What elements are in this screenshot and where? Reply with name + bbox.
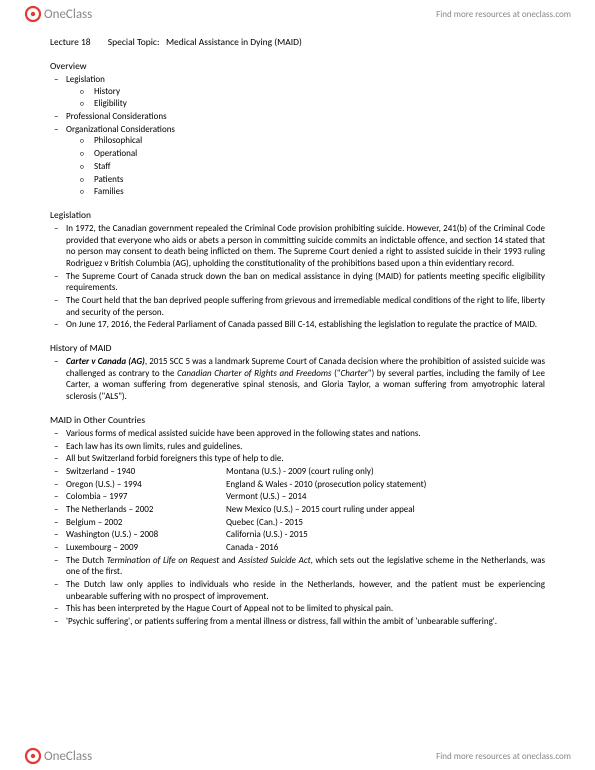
overview-item-label: Organizational Considerations — [66, 124, 175, 135]
footer-logo: OneClass — [24, 747, 92, 765]
logo: OneClass — [24, 5, 92, 23]
country-left: The Netherlands – 2002 — [66, 504, 226, 516]
overview-subitem: Staff — [66, 161, 545, 173]
overview-subitem: Patients — [66, 174, 545, 186]
legislation-para: The Court held that the ban deprived peo… — [50, 295, 545, 318]
country-row: The Netherlands – 2002New Mexico (U.S.) … — [50, 504, 545, 516]
overview-item: Organizational Considerations Philosophi… — [50, 124, 545, 198]
section-legislation: Legislation — [50, 209, 545, 221]
history-para: Carter v Canada (AG), 2015 SCC 5 was a l… — [50, 356, 545, 403]
charter-short: Charter — [341, 368, 368, 379]
country-left: Belgium – 2002 — [66, 517, 226, 529]
history-list: Carter v Canada (AG), 2015 SCC 5 was a l… — [50, 356, 545, 403]
country-row: Switzerland – 1940Montana (U.S.) - 2009 … — [50, 466, 545, 478]
country-right: Quebec (Can.) - 2015 — [226, 517, 545, 529]
overview-item: Professional Considerations — [50, 111, 545, 123]
document-content: Lecture 18 Special Topic: Medical Assist… — [0, 28, 595, 628]
dutch-para: 'Psychic suffering', or patients sufferi… — [50, 616, 545, 628]
country-left: Colombia – 1997 — [66, 491, 226, 503]
other-intro: Various forms of medical assisted suicid… — [50, 428, 545, 440]
country-row: Colombia – 1997Vermont (U.S.) – 2014 — [50, 491, 545, 503]
country-right: Canada - 2016 — [226, 542, 545, 554]
country-right: Vermont (U.S.) – 2014 — [226, 491, 545, 503]
legislation-para: On June 17, 2016, the Federal Parliament… — [50, 319, 545, 331]
country-left: Oregon (U.S.) – 1994 — [66, 479, 226, 491]
legislation-para: In 1972, the Canadian government repeale… — [50, 223, 545, 270]
overview-subitem: Operational — [66, 148, 545, 160]
country-row: Belgium – 2002Quebec (Can.) - 2015 — [50, 517, 545, 529]
country-row: Washington (U.S.) – 2008California (U.S.… — [50, 529, 545, 541]
overview-list: Legislation History Eligibility Professi… — [50, 74, 545, 198]
overview-subitem: History — [66, 86, 545, 98]
legislation-list: In 1972, the Canadian government repeale… — [50, 223, 545, 331]
dutch-act: Termination of Life on Request — [107, 555, 220, 566]
country-row: Luxembourg – 2009Canada - 2016 — [50, 542, 545, 554]
overview-subitem: Families — [66, 186, 545, 198]
logo-icon — [24, 5, 42, 23]
page-footer: OneClass Find more resources at oneclass… — [0, 742, 595, 770]
dutch-para: The Dutch law only applies to individual… — [50, 579, 545, 602]
country-left: Luxembourg – 2009 — [66, 542, 226, 554]
country-row: Oregon (U.S.) – 1994England & Wales - 20… — [50, 479, 545, 491]
dutch-text: The Dutch — [66, 555, 107, 566]
section-overview: Overview — [50, 60, 545, 72]
dutch-act: Assisted Suicide Act — [238, 555, 310, 566]
other-intro: All but Switzerland forbid foreigners th… — [50, 453, 545, 465]
overview-subitem: Eligibility — [66, 98, 545, 110]
logo-text: OneClass — [44, 7, 92, 22]
case-name: Carter v Canada (AG) — [66, 356, 145, 367]
country-left: Washington (U.S.) – 2008 — [66, 529, 226, 541]
other-countries-list: Various forms of medical assisted suicid… — [50, 428, 545, 628]
lecture-number: Lecture 18 — [50, 36, 91, 48]
page-header: OneClass Find more resources at oneclass… — [0, 0, 595, 28]
history-text: (" — [332, 368, 341, 379]
footer-tagline: Find more resources at oneclass.com — [436, 751, 571, 762]
legislation-para: The Supreme Court of Canada struck down … — [50, 271, 545, 294]
dutch-para: This has been interpreted by the Hague C… — [50, 603, 545, 615]
overview-subitem: Philosophical — [66, 135, 545, 147]
dutch-para: The Dutch Termination of Life on Request… — [50, 555, 545, 578]
lecture-title: Lecture 18 Special Topic: Medical Assist… — [50, 36, 545, 48]
dutch-text: and — [219, 555, 238, 566]
country-left: Switzerland – 1940 — [66, 466, 226, 478]
logo-icon — [24, 747, 42, 765]
overview-item-label: Legislation — [66, 74, 105, 85]
topic-label: Special Topic: — [108, 36, 160, 48]
country-right: New Mexico (U.S.) – 2015 court ruling un… — [226, 504, 545, 516]
charter-name: Canadian Charter of Rights and Freedoms — [177, 368, 331, 379]
header-tagline: Find more resources at oneclass.com — [436, 9, 571, 20]
other-intro: Each law has its own limits, rules and g… — [50, 441, 545, 453]
country-right: California (U.S.) - 2015 — [226, 529, 545, 541]
country-right: Montana (U.S.) - 2009 (court ruling only… — [226, 466, 545, 478]
country-right: England & Wales - 2010 (prosecution poli… — [226, 479, 545, 491]
section-maid-other: MAID in Other Countries — [50, 414, 545, 426]
overview-item: Legislation History Eligibility — [50, 74, 545, 110]
footer-logo-text: OneClass — [44, 749, 92, 764]
topic-text: Medical Assistance in Dying (MAID) — [166, 36, 302, 48]
section-history: History of MAID — [50, 342, 545, 354]
